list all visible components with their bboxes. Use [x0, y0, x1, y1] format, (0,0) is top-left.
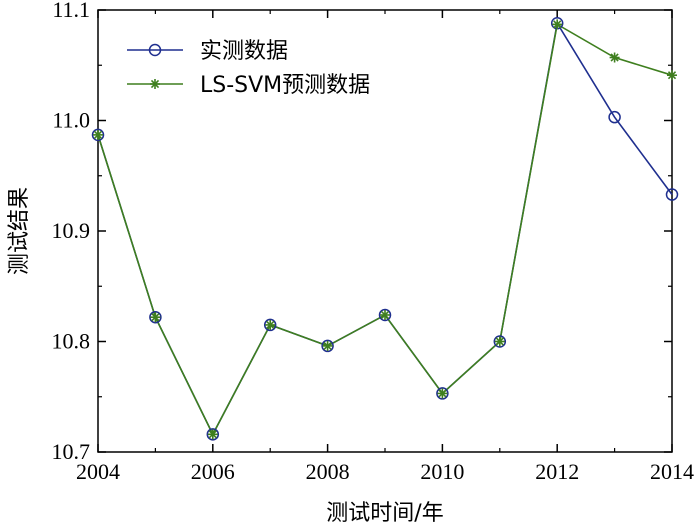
- point-predicted: [150, 312, 161, 323]
- legend-label-measured: 实测数据: [200, 39, 288, 64]
- plot-frame: [97, 9, 673, 453]
- y-tick-label: 11.0: [52, 108, 90, 133]
- point-measured: [378, 308, 392, 322]
- x-axis: 2004 2006 2008 2010 2012 2014: [76, 10, 694, 484]
- x-tick-label: 2008: [306, 459, 350, 484]
- x-tick-label: 2006: [191, 459, 235, 484]
- point-measured: [665, 188, 679, 201]
- legend-label-predicted: LS-SVM预测数据: [200, 73, 370, 98]
- point-measured: [91, 128, 105, 142]
- point-measured: [149, 310, 162, 324]
- point-predicted: [494, 336, 505, 347]
- legend-star-predicted: [150, 79, 160, 89]
- y-tick-label: 10.7: [52, 439, 91, 464]
- point-predicted: [437, 388, 448, 399]
- series-line-predicted: [97, 23, 673, 437]
- point-predicted: [93, 129, 103, 140]
- y-tick-label: 11.1: [52, 0, 90, 22]
- legend: 实测数据 LS-SVM预测数据: [127, 39, 370, 98]
- legend-marker-measured: [148, 43, 162, 57]
- point-predicted: [265, 319, 276, 330]
- point-measured: [321, 339, 334, 353]
- y-axis-title: 测试结果: [7, 187, 32, 275]
- series-line-measured: [97, 21, 673, 437]
- x-tick-label: 2004: [76, 459, 120, 484]
- point-measured: [493, 335, 507, 348]
- series-layer: [91, 17, 679, 441]
- point-predicted: [552, 19, 563, 30]
- point-predicted: [207, 429, 218, 440]
- x-tick-label: 2012: [535, 459, 579, 484]
- x-tick-label: 2014: [650, 459, 694, 484]
- point-predicted: [322, 340, 333, 351]
- point-predicted: [380, 309, 390, 320]
- x-tick-label: 2010: [420, 459, 464, 484]
- point-measured: [263, 318, 277, 332]
- legend-marker-predicted: [150, 79, 160, 89]
- y-tick-label: 10.9: [52, 218, 91, 243]
- point-predicted: [667, 70, 677, 81]
- point-measured: [206, 428, 220, 441]
- x-axis-title: 测试时间/年: [326, 501, 443, 526]
- y-axis: 10.7 10.8 10.9 11.0 11.1: [52, 0, 672, 464]
- point-measured: [436, 387, 449, 400]
- point-predicted: [609, 52, 620, 63]
- y-tick-label: 10.8: [52, 329, 91, 354]
- point-measured: [608, 110, 621, 124]
